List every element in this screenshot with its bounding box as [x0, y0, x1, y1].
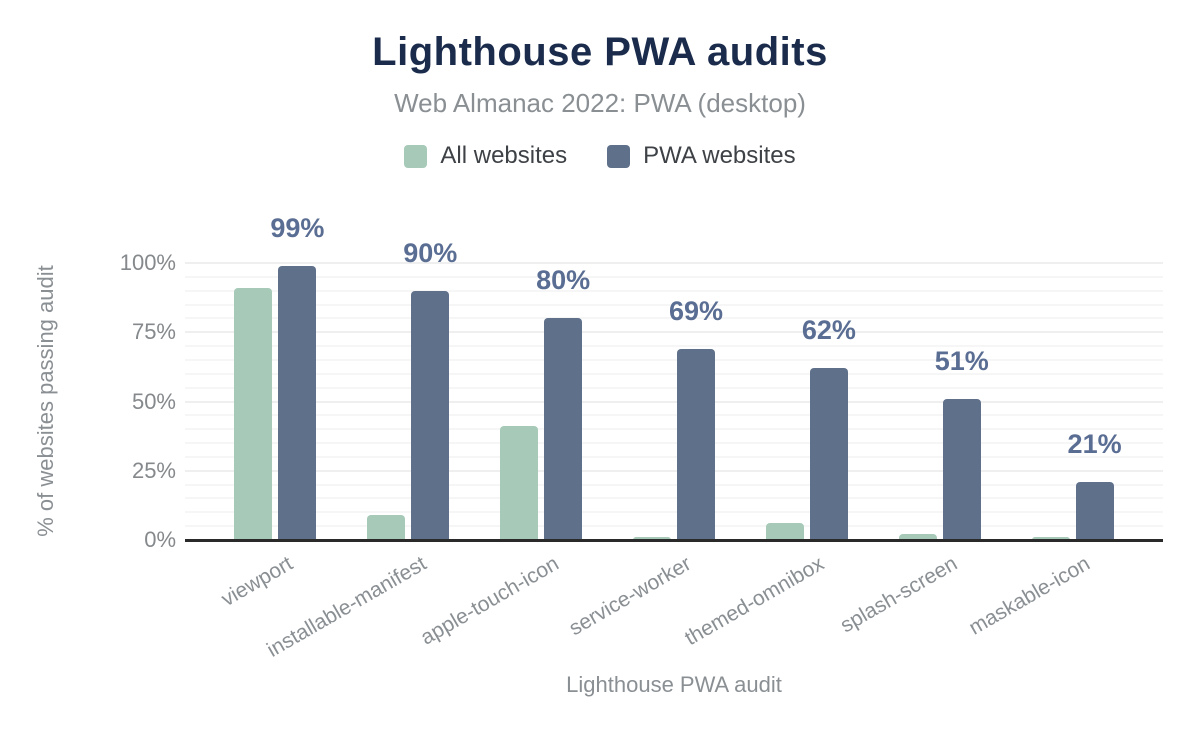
gridline-65 — [185, 358, 1163, 361]
plot-area: 0% 25% 50% 75% 100% 99% viewport 90% installabl… — [120, 214, 1163, 662]
y-axis-tick-label-100: 100% — [119, 250, 176, 275]
y-axis-tick-label-75: 75% — [131, 319, 176, 345]
gridline-10 — [185, 511, 1163, 514]
bar-pwa-websites-maskable-icon[interactable] — [1075, 481, 1114, 540]
y-axis-tick-label-0: 0% — [144, 527, 176, 552]
data-label-apple-touch-icon: 80% — [536, 265, 591, 296]
gridline-5 — [185, 525, 1163, 528]
gridline-100 — [185, 262, 1163, 264]
gridline-15 — [185, 497, 1163, 500]
data-label-themed-omnibox: 62% — [801, 315, 856, 346]
bar-group-apple-touch-icon: 80% apple-touch-icon — [417, 263, 608, 650]
bar-all-websites-maskable-icon[interactable] — [1031, 537, 1070, 540]
bar-pwa-websites-installable-manifest[interactable] — [411, 290, 450, 540]
gridline-45 — [185, 414, 1163, 417]
x-axis-title: Lighthouse PWA audit — [566, 672, 782, 697]
bar-pwa-websites-apple-touch-icon[interactable] — [544, 318, 583, 540]
x-axis-label-themed-omnibox: themed-omnibox — [681, 552, 829, 651]
legend: All websites PWA websites — [0, 142, 1200, 170]
y-axis-tick-label-50: 50% — [131, 388, 176, 414]
chart-title: Lighthouse PWA audits — [372, 30, 828, 74]
bar-pwa-websites-service-worker[interactable] — [677, 348, 715, 540]
gridline-25 — [185, 469, 1163, 472]
chart-subtitle: Web Almanac 2022: PWA (desktop) — [394, 88, 806, 118]
y-axis-title: % of websites passing audit — [33, 265, 58, 537]
bar-all-websites-viewport[interactable] — [234, 287, 273, 540]
bar-pwa-websites-splash-screen[interactable] — [942, 398, 981, 540]
x-axis-label-viewport: viewport — [217, 552, 297, 612]
data-label-viewport: 99% — [270, 212, 325, 243]
gridline-80 — [185, 317, 1163, 320]
legend-swatch-all-websites — [404, 144, 428, 168]
gridline-35 — [185, 442, 1163, 445]
legend-item-pwa-websites[interactable]: PWA websites — [607, 142, 796, 170]
bar-group-maskable-icon: 21% maskable-icon — [965, 263, 1139, 639]
gridline-60 — [185, 372, 1163, 375]
gridline-55 — [185, 386, 1163, 389]
gridline-40 — [185, 428, 1163, 431]
data-label-service-worker: 69% — [668, 295, 724, 326]
gridline-75 — [185, 331, 1163, 334]
x-axis-label-service-worker: service-worker — [565, 552, 696, 641]
bar-all-websites-installable-manifest[interactable] — [367, 515, 406, 540]
gridline-70 — [185, 345, 1163, 348]
bar-all-websites-apple-touch-icon[interactable] — [500, 426, 539, 540]
bar-all-websites-splash-screen[interactable] — [898, 534, 937, 540]
data-label-installable-manifest: 90% — [403, 237, 458, 268]
gridline-85 — [185, 303, 1163, 306]
y-axis-tick-label-25: 25% — [131, 457, 176, 483]
x-axis-label-splash-screen: splash-screen — [836, 552, 962, 638]
legend-label-pwa-websites: PWA websites — [643, 142, 796, 169]
gridline-30 — [185, 455, 1163, 458]
bar-group-themed-omnibox: 62% themed-omnibox — [681, 263, 873, 650]
legend-label-all-websites: All websites — [440, 142, 568, 169]
x-axis-label-apple-touch-icon: apple-touch-icon — [416, 552, 563, 650]
bar-pwa-websites-viewport[interactable] — [278, 265, 317, 540]
gridline-95 — [185, 275, 1163, 278]
bar-all-websites-service-worker[interactable] — [633, 537, 671, 540]
bar-group-viewport: 99% viewport — [209, 214, 342, 611]
legend-swatch-pwa-websites — [607, 144, 631, 168]
x-axis-label-maskable-icon: maskable-icon — [965, 552, 1095, 640]
x-axis-line — [185, 539, 1163, 542]
data-label-splash-screen: 51% — [934, 345, 989, 376]
gridline-20 — [185, 483, 1163, 486]
bar-group-splash-screen: 51% splash-screen — [837, 263, 1006, 637]
gridline-50 — [185, 400, 1163, 403]
bar-group-service-worker: 69% service-worker — [566, 263, 741, 640]
data-label-maskable-icon: 21% — [1067, 428, 1122, 459]
gridline-90 — [185, 289, 1163, 292]
bar-all-websites-themed-omnibox[interactable] — [765, 523, 804, 540]
bar-group-installable-manifest: 90% installable-manifest — [263, 239, 475, 662]
bar-groups: 99% viewport 90% installable-manifest 80% app… — [185, 214, 1163, 662]
legend-item-all-websites[interactable]: All websites — [404, 142, 567, 170]
bar-pwa-websites-themed-omnibox[interactable] — [809, 368, 848, 540]
